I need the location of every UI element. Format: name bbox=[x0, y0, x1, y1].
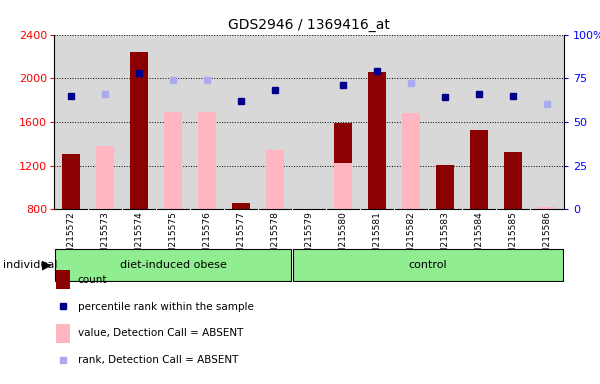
Bar bbox=[56, 270, 70, 290]
Bar bbox=[334, 123, 352, 209]
Text: individual: individual bbox=[3, 260, 58, 270]
Text: count: count bbox=[78, 275, 107, 285]
Bar bbox=[470, 129, 488, 209]
Text: GSM215585: GSM215585 bbox=[509, 211, 517, 266]
Text: value, Detection Call = ABSENT: value, Detection Call = ABSENT bbox=[78, 328, 243, 338]
Bar bbox=[436, 164, 454, 209]
Bar bbox=[266, 150, 284, 209]
Bar bbox=[56, 324, 70, 343]
Text: GSM215573: GSM215573 bbox=[101, 211, 110, 266]
Text: GSM215579: GSM215579 bbox=[305, 211, 314, 266]
Text: GSM215586: GSM215586 bbox=[542, 211, 551, 266]
Text: GSM215583: GSM215583 bbox=[440, 211, 449, 266]
Bar bbox=[266, 150, 284, 209]
Text: GSM215576: GSM215576 bbox=[203, 211, 212, 266]
Text: GSM215582: GSM215582 bbox=[407, 211, 415, 266]
Bar bbox=[62, 154, 80, 209]
FancyBboxPatch shape bbox=[55, 250, 292, 280]
Bar bbox=[538, 207, 556, 209]
Bar bbox=[130, 52, 148, 209]
FancyBboxPatch shape bbox=[293, 250, 563, 280]
Text: GSM215572: GSM215572 bbox=[67, 211, 76, 266]
Text: GSM215577: GSM215577 bbox=[236, 211, 245, 266]
Bar bbox=[334, 164, 352, 209]
Text: diet-induced obese: diet-induced obese bbox=[119, 260, 226, 270]
Bar bbox=[197, 112, 217, 209]
Text: GSM215575: GSM215575 bbox=[169, 211, 178, 266]
Text: GSM215574: GSM215574 bbox=[134, 211, 143, 266]
Bar bbox=[401, 113, 421, 209]
Bar bbox=[95, 146, 115, 209]
Title: GDS2946 / 1369416_at: GDS2946 / 1369416_at bbox=[228, 18, 390, 32]
Bar bbox=[503, 152, 523, 209]
Text: GSM215581: GSM215581 bbox=[373, 211, 382, 266]
Bar bbox=[368, 72, 386, 209]
Text: percentile rank within the sample: percentile rank within the sample bbox=[78, 302, 254, 312]
Text: GSM215580: GSM215580 bbox=[338, 211, 347, 266]
Bar bbox=[164, 112, 182, 209]
Bar bbox=[232, 203, 250, 209]
Text: ▶: ▶ bbox=[42, 258, 52, 271]
Text: control: control bbox=[409, 260, 448, 270]
Text: rank, Detection Call = ABSENT: rank, Detection Call = ABSENT bbox=[78, 355, 238, 365]
Text: GSM215578: GSM215578 bbox=[271, 211, 280, 266]
Text: GSM215584: GSM215584 bbox=[475, 211, 484, 266]
